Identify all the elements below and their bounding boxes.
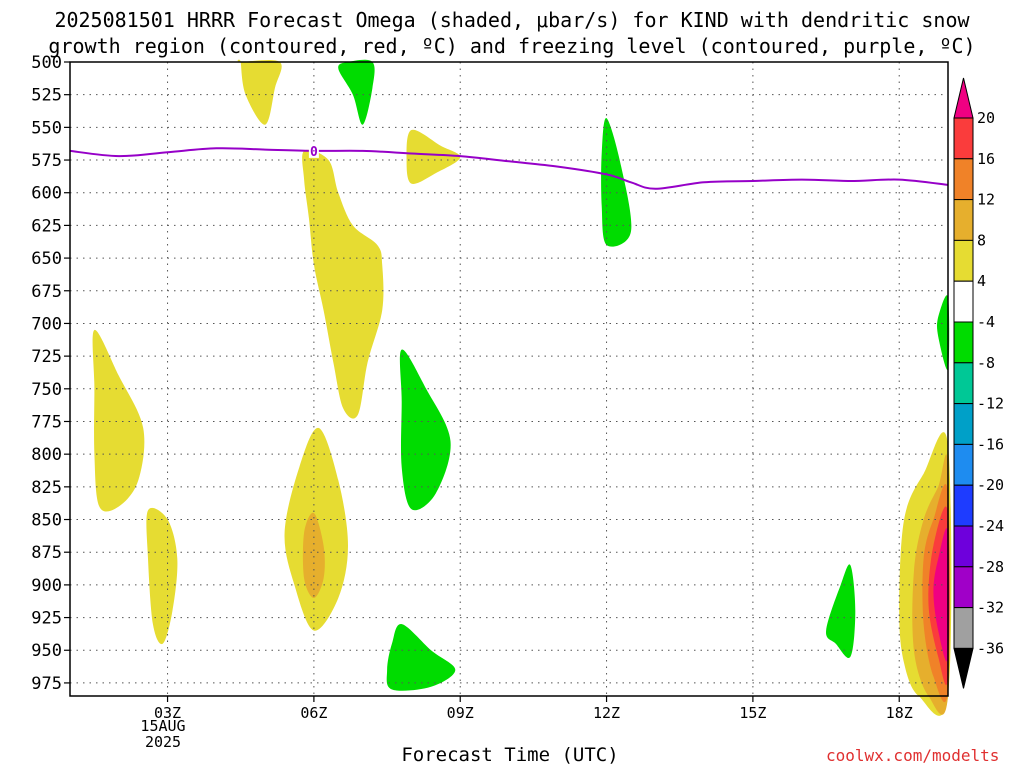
y-tick-label-900: 900 — [31, 576, 62, 596]
y-tick-label-675: 675 — [31, 282, 62, 302]
colorbar-segment-11 — [953, 566, 974, 609]
colorbar-label-7: -12 — [977, 395, 1004, 413]
colorbar-top-arrow — [953, 77, 974, 119]
colorbar: 20 16 12 8 4 -4 -8 -12 -16 -20 -24 -28 -32 -36 — [953, 77, 1004, 689]
y-tick-label-600: 600 — [31, 184, 62, 204]
omega-region-9 — [146, 507, 178, 645]
omega-region-17 — [933, 528, 950, 662]
y-tick-label-700: 700 — [31, 314, 62, 334]
y-tick-label-975: 975 — [31, 674, 62, 694]
omega-region-1 — [338, 59, 375, 125]
colorbar-segment-10 — [953, 525, 974, 568]
x-tick-label-15Z: 15Z — [739, 704, 766, 722]
y-tick-label-500: 500 — [31, 53, 62, 73]
omega-region-0 — [237, 59, 282, 125]
colorbar-segment-12 — [953, 607, 974, 649]
colorbar-label-0: 20 — [977, 109, 995, 127]
date-day-label: 15AUG — [140, 717, 186, 735]
colorbar-segment-8 — [953, 443, 974, 486]
x-tick-label-18Z: 18Z — [886, 704, 913, 722]
omega-region-10 — [386, 624, 456, 691]
y-tick-label-575: 575 — [31, 151, 62, 171]
y-tick-label-550: 550 — [31, 118, 62, 138]
y-axis: 500 525 550 575 600 625 650 675 700 725 750 775 800 8… — [31, 53, 70, 694]
x-tick-label-06Z: 06Z — [300, 704, 327, 722]
y-tick-label-825: 825 — [31, 478, 62, 498]
x-tick-label-12Z: 12Z — [593, 704, 620, 722]
omega-region-11 — [826, 564, 856, 659]
omega-region-6 — [399, 349, 451, 511]
y-tick-label-950: 950 — [31, 641, 62, 661]
x-axis-title: Forecast Time (UTC) — [401, 744, 619, 766]
colorbar-label-1: 16 — [977, 150, 995, 168]
colorbar-label-4: 4 — [977, 272, 986, 290]
omega-region-12 — [937, 295, 950, 371]
y-tick-label-725: 725 — [31, 347, 62, 367]
plot-frame — [69, 61, 949, 697]
colorbar-segment-2 — [953, 199, 974, 241]
y-tick-label-850: 850 — [31, 511, 62, 531]
freezing-level-line — [69, 147, 949, 190]
colorbar-label-9: -20 — [977, 476, 1004, 494]
colorbar-bottom-arrow — [953, 647, 974, 689]
colorbar-label-10: -24 — [977, 517, 1004, 535]
colorbar-segment-4 — [953, 280, 974, 323]
freezing-level-label: 0 — [310, 145, 318, 160]
omega-region-5 — [92, 329, 145, 512]
y-tick-label-775: 775 — [31, 412, 62, 432]
colorbar-segment-9 — [953, 484, 974, 527]
colorbar-segment-1 — [953, 158, 974, 201]
colorbar-segment-6 — [953, 362, 974, 405]
colorbar-label-3: 8 — [977, 231, 986, 249]
chart-title-line-1: 2025081501 HRRR Forecast Omega (shaded, … — [54, 8, 970, 32]
omega-region-4 — [601, 118, 632, 247]
freezing-level-layer: 0 — [69, 142, 949, 190]
y-tick-label-625: 625 — [31, 216, 62, 236]
omega-shading-layer — [92, 59, 952, 716]
colorbar-label-2: 12 — [977, 191, 995, 209]
y-tick-label-875: 875 — [31, 543, 62, 563]
freezing-level-label-bg — [308, 142, 319, 158]
omega-region-8 — [302, 512, 325, 598]
credit-link[interactable]: coolwx.com/modelts — [826, 746, 1000, 765]
colorbar-label-6: -8 — [977, 354, 995, 372]
x-tick-label-03Z: 03Z — [154, 704, 181, 722]
grid-layer — [70, 61, 948, 696]
colorbar-label-13: -36 — [977, 639, 1004, 657]
colorbar-segment-5 — [953, 321, 974, 364]
colorbar-label-5: -4 — [977, 313, 995, 331]
y-tick-label-750: 750 — [31, 380, 62, 400]
omega-region-3 — [302, 149, 384, 419]
y-tick-label-800: 800 — [31, 445, 62, 465]
y-tick-label-925: 925 — [31, 609, 62, 629]
y-tick-label-525: 525 — [31, 86, 62, 106]
omega-region-2 — [406, 129, 461, 184]
colorbar-label-11: -28 — [977, 558, 1004, 576]
x-tick-label-09Z: 09Z — [447, 704, 474, 722]
chart-title-line-2: growth region (contoured, red, ºC) and f… — [48, 34, 976, 58]
date-year-label: 2025 — [144, 733, 182, 751]
colorbar-segment-3 — [953, 239, 974, 282]
colorbar-label-12: -32 — [977, 599, 1004, 617]
x-axis: 03Z 06Z 09Z 12Z 15Z 18Z — [154, 696, 913, 722]
colorbar-label-8: -16 — [977, 435, 1004, 453]
colorbar-segment-0 — [953, 117, 974, 160]
y-tick-label-650: 650 — [31, 249, 62, 269]
colorbar-segment-7 — [953, 403, 974, 445]
